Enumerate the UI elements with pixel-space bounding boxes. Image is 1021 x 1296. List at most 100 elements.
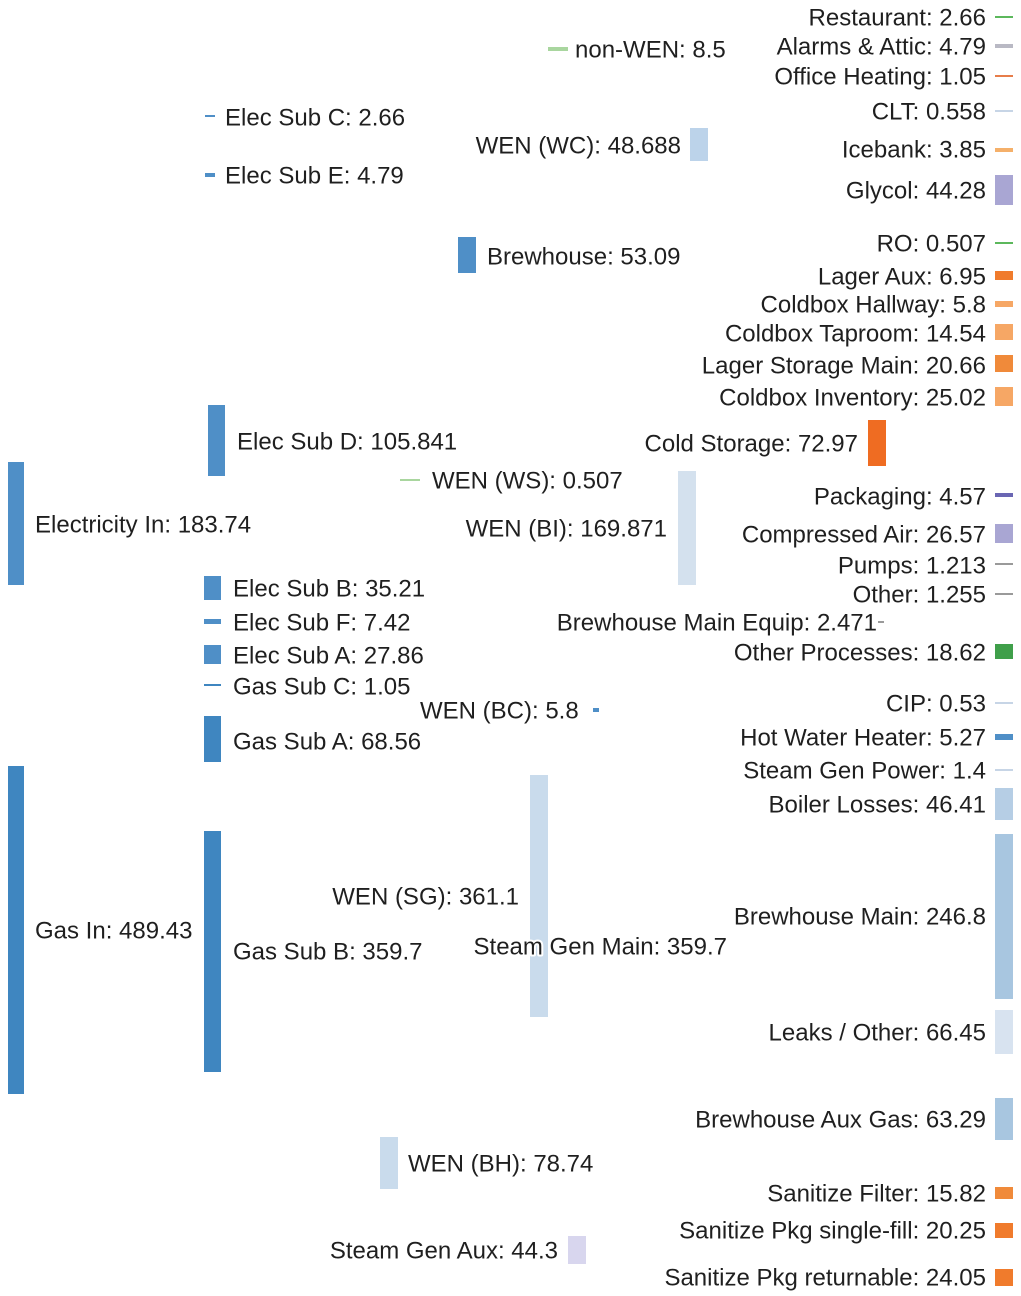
- link-elec_d-to-brewhouse: [225, 237, 458, 441]
- node-label-wen_bc: WEN (BC): 5.8: [420, 697, 579, 724]
- node-bar-san_single: [995, 1223, 1013, 1238]
- node-bar-icebank: [995, 148, 1013, 152]
- node-label-brewhouse: Brewhouse: 53.09: [487, 243, 680, 270]
- node-bar-bh_aux_gas: [995, 1098, 1013, 1140]
- node-label-cold_storage: Cold Storage: 72.97: [645, 430, 858, 457]
- node-bar-wen_bc: [593, 708, 599, 712]
- node-label-bh_main: Brewhouse Main: 246.8: [734, 903, 986, 930]
- node-label-lager_main: Lager Storage Main: 20.66: [702, 352, 986, 379]
- sankey-nodes: [8, 16, 1013, 1286]
- link-gas_b-to-steam_main: [221, 775, 530, 1072]
- node-bar-coldbox_inv: [995, 387, 1013, 406]
- node-bar-san_filter: [995, 1187, 1013, 1199]
- node-bar-steam_power: [995, 769, 1013, 771]
- node-bar-boiler_loss: [995, 788, 1013, 820]
- node-bar-cold_storage: [868, 420, 886, 466]
- node-bar-coldbox_hall: [995, 301, 1013, 307]
- node-bar-other: [995, 593, 1013, 595]
- link-steam_main-to-wen_sg: [548, 775, 738, 1068]
- node-label-steam_main: Steam Gen Main: 359.7: [474, 933, 727, 960]
- node-label-lager_aux: Lager Aux: 6.95: [818, 263, 986, 290]
- node-bar-restaurant: [995, 16, 1013, 18]
- node-bar-wen_wc: [690, 128, 708, 161]
- node-bar-coldbox_tap: [995, 324, 1013, 340]
- node-label-steam_power: Steam Gen Power: 1.4: [743, 757, 986, 784]
- link-elec_in-to-elec_a: [24, 568, 204, 664]
- node-label-hot_water: Hot Water Heater: 5.27: [740, 724, 986, 751]
- node-label-wen_wc: WEN (WC): 48.688: [476, 132, 681, 159]
- node-label-bh_main_equip: Brewhouse Main Equip: 2.471: [557, 609, 877, 636]
- node-label-elec_a: Elec Sub A: 27.86: [233, 642, 424, 669]
- node-label-gas_c: Gas Sub C: 1.05: [233, 673, 410, 700]
- node-label-gas_b: Gas Sub B: 359.7: [233, 938, 422, 965]
- node-label-elec_f: Elec Sub F: 7.42: [233, 609, 410, 636]
- node-bar-alarms: [995, 44, 1013, 48]
- node-label-bh_aux_gas: Brewhouse Aux Gas: 63.29: [695, 1106, 986, 1133]
- link-elec_in-to-elec_e: [24, 173, 205, 468]
- node-label-clt: CLT: 0.558: [872, 98, 986, 125]
- node-label-san_filter: Sanitize Filter: 15.82: [767, 1180, 986, 1207]
- node-bar-wen_bi: [678, 471, 696, 585]
- link-elec_in-to-elec_f: [24, 563, 204, 624]
- node-label-gas_a: Gas Sub A: 68.56: [233, 728, 421, 755]
- node-label-leaks: Leaks / Other: 66.45: [769, 1019, 986, 1046]
- node-bar-elec_in: [8, 462, 24, 585]
- node-bar-elec_c: [205, 115, 215, 117]
- node-label-packaging: Packaging: 4.57: [814, 483, 986, 510]
- node-bar-gas_a: [204, 716, 221, 762]
- node-label-gas_in: Gas In: 489.43: [35, 917, 192, 944]
- node-bar-office_heat: [995, 75, 1013, 77]
- node-label-steam_aux: Steam Gen Aux: 44.3: [330, 1237, 558, 1264]
- node-label-wen_sg: WEN (SG): 361.1: [332, 883, 519, 910]
- node-bar-packaging: [995, 493, 1013, 497]
- node-bar-other_proc: [995, 644, 1013, 659]
- node-label-wen_bi: WEN (BI): 169.871: [466, 515, 667, 542]
- node-bar-ro: [995, 242, 1013, 244]
- node-bar-glycol: [995, 175, 1013, 205]
- node-bar-non_wen: [548, 47, 568, 51]
- node-bar-elec_f: [204, 619, 221, 624]
- node-label-non_wen: non-WEN: 8.5: [575, 36, 726, 63]
- node-bar-steam_main: [530, 775, 548, 1017]
- node-bar-wen_ws: [400, 479, 420, 481]
- node-label-restaurant: Restaurant: 2.66: [809, 4, 986, 31]
- node-bar-lager_aux: [995, 271, 1013, 280]
- node-label-boiler_loss: Boiler Losses: 46.41: [769, 791, 986, 818]
- node-label-san_single: Sanitize Pkg single-fill: 20.25: [679, 1217, 986, 1244]
- node-bar-hot_water: [995, 734, 1013, 740]
- node-bar-cip: [995, 702, 1013, 704]
- node-label-elec_e: Elec Sub E: 4.79: [225, 162, 404, 189]
- node-label-ro: RO: 0.507: [877, 230, 986, 257]
- node-label-comp_air: Compressed Air: 26.57: [742, 521, 986, 548]
- node-bar-leaks: [995, 1010, 1013, 1054]
- link-gas_in-to-gas_c: [24, 684, 204, 768]
- link-gas_in-to-gas_a: [24, 716, 204, 813]
- node-label-other_proc: Other Processes: 18.62: [734, 639, 986, 666]
- node-label-other: Other: 1.255: [853, 581, 986, 608]
- node-bar-gas_in: [8, 766, 24, 1094]
- node-label-cip: CIP: 0.53: [886, 690, 986, 717]
- node-label-elec_b: Elec Sub B: 35.21: [233, 575, 425, 602]
- node-bar-elec_e: [205, 173, 215, 177]
- link-elec_in-to-elec_b: [24, 540, 204, 600]
- node-label-coldbox_tap: Coldbox Taproom: 14.54: [725, 320, 986, 347]
- node-label-coldbox_hall: Coldbox Hallway: 5.8: [761, 291, 986, 318]
- node-label-pumps: Pumps: 1.213: [838, 552, 986, 579]
- node-bar-bh_main: [995, 834, 1013, 999]
- node-label-san_return: Sanitize Pkg returnable: 24.05: [664, 1264, 986, 1291]
- node-bar-clt: [995, 110, 1013, 112]
- node-bar-brewhouse: [458, 237, 476, 273]
- node-label-office_heat: Office Heating: 1.05: [774, 63, 986, 90]
- node-bar-elec_b: [204, 576, 221, 600]
- node-bar-gas_b: [204, 831, 221, 1072]
- node-bar-gas_c: [204, 684, 221, 686]
- node-bar-steam_aux: [568, 1236, 586, 1264]
- node-bar-san_return: [995, 1269, 1013, 1286]
- node-label-icebank: Icebank: 3.85: [842, 136, 986, 163]
- node-bar-pumps: [995, 563, 1013, 565]
- node-label-glycol: Glycol: 44.28: [846, 177, 986, 204]
- node-label-elec_d: Elec Sub D: 105.841: [237, 428, 457, 455]
- node-label-wen_bh: WEN (BH): 78.74: [408, 1150, 593, 1177]
- node-bar-wen_bh: [380, 1137, 398, 1189]
